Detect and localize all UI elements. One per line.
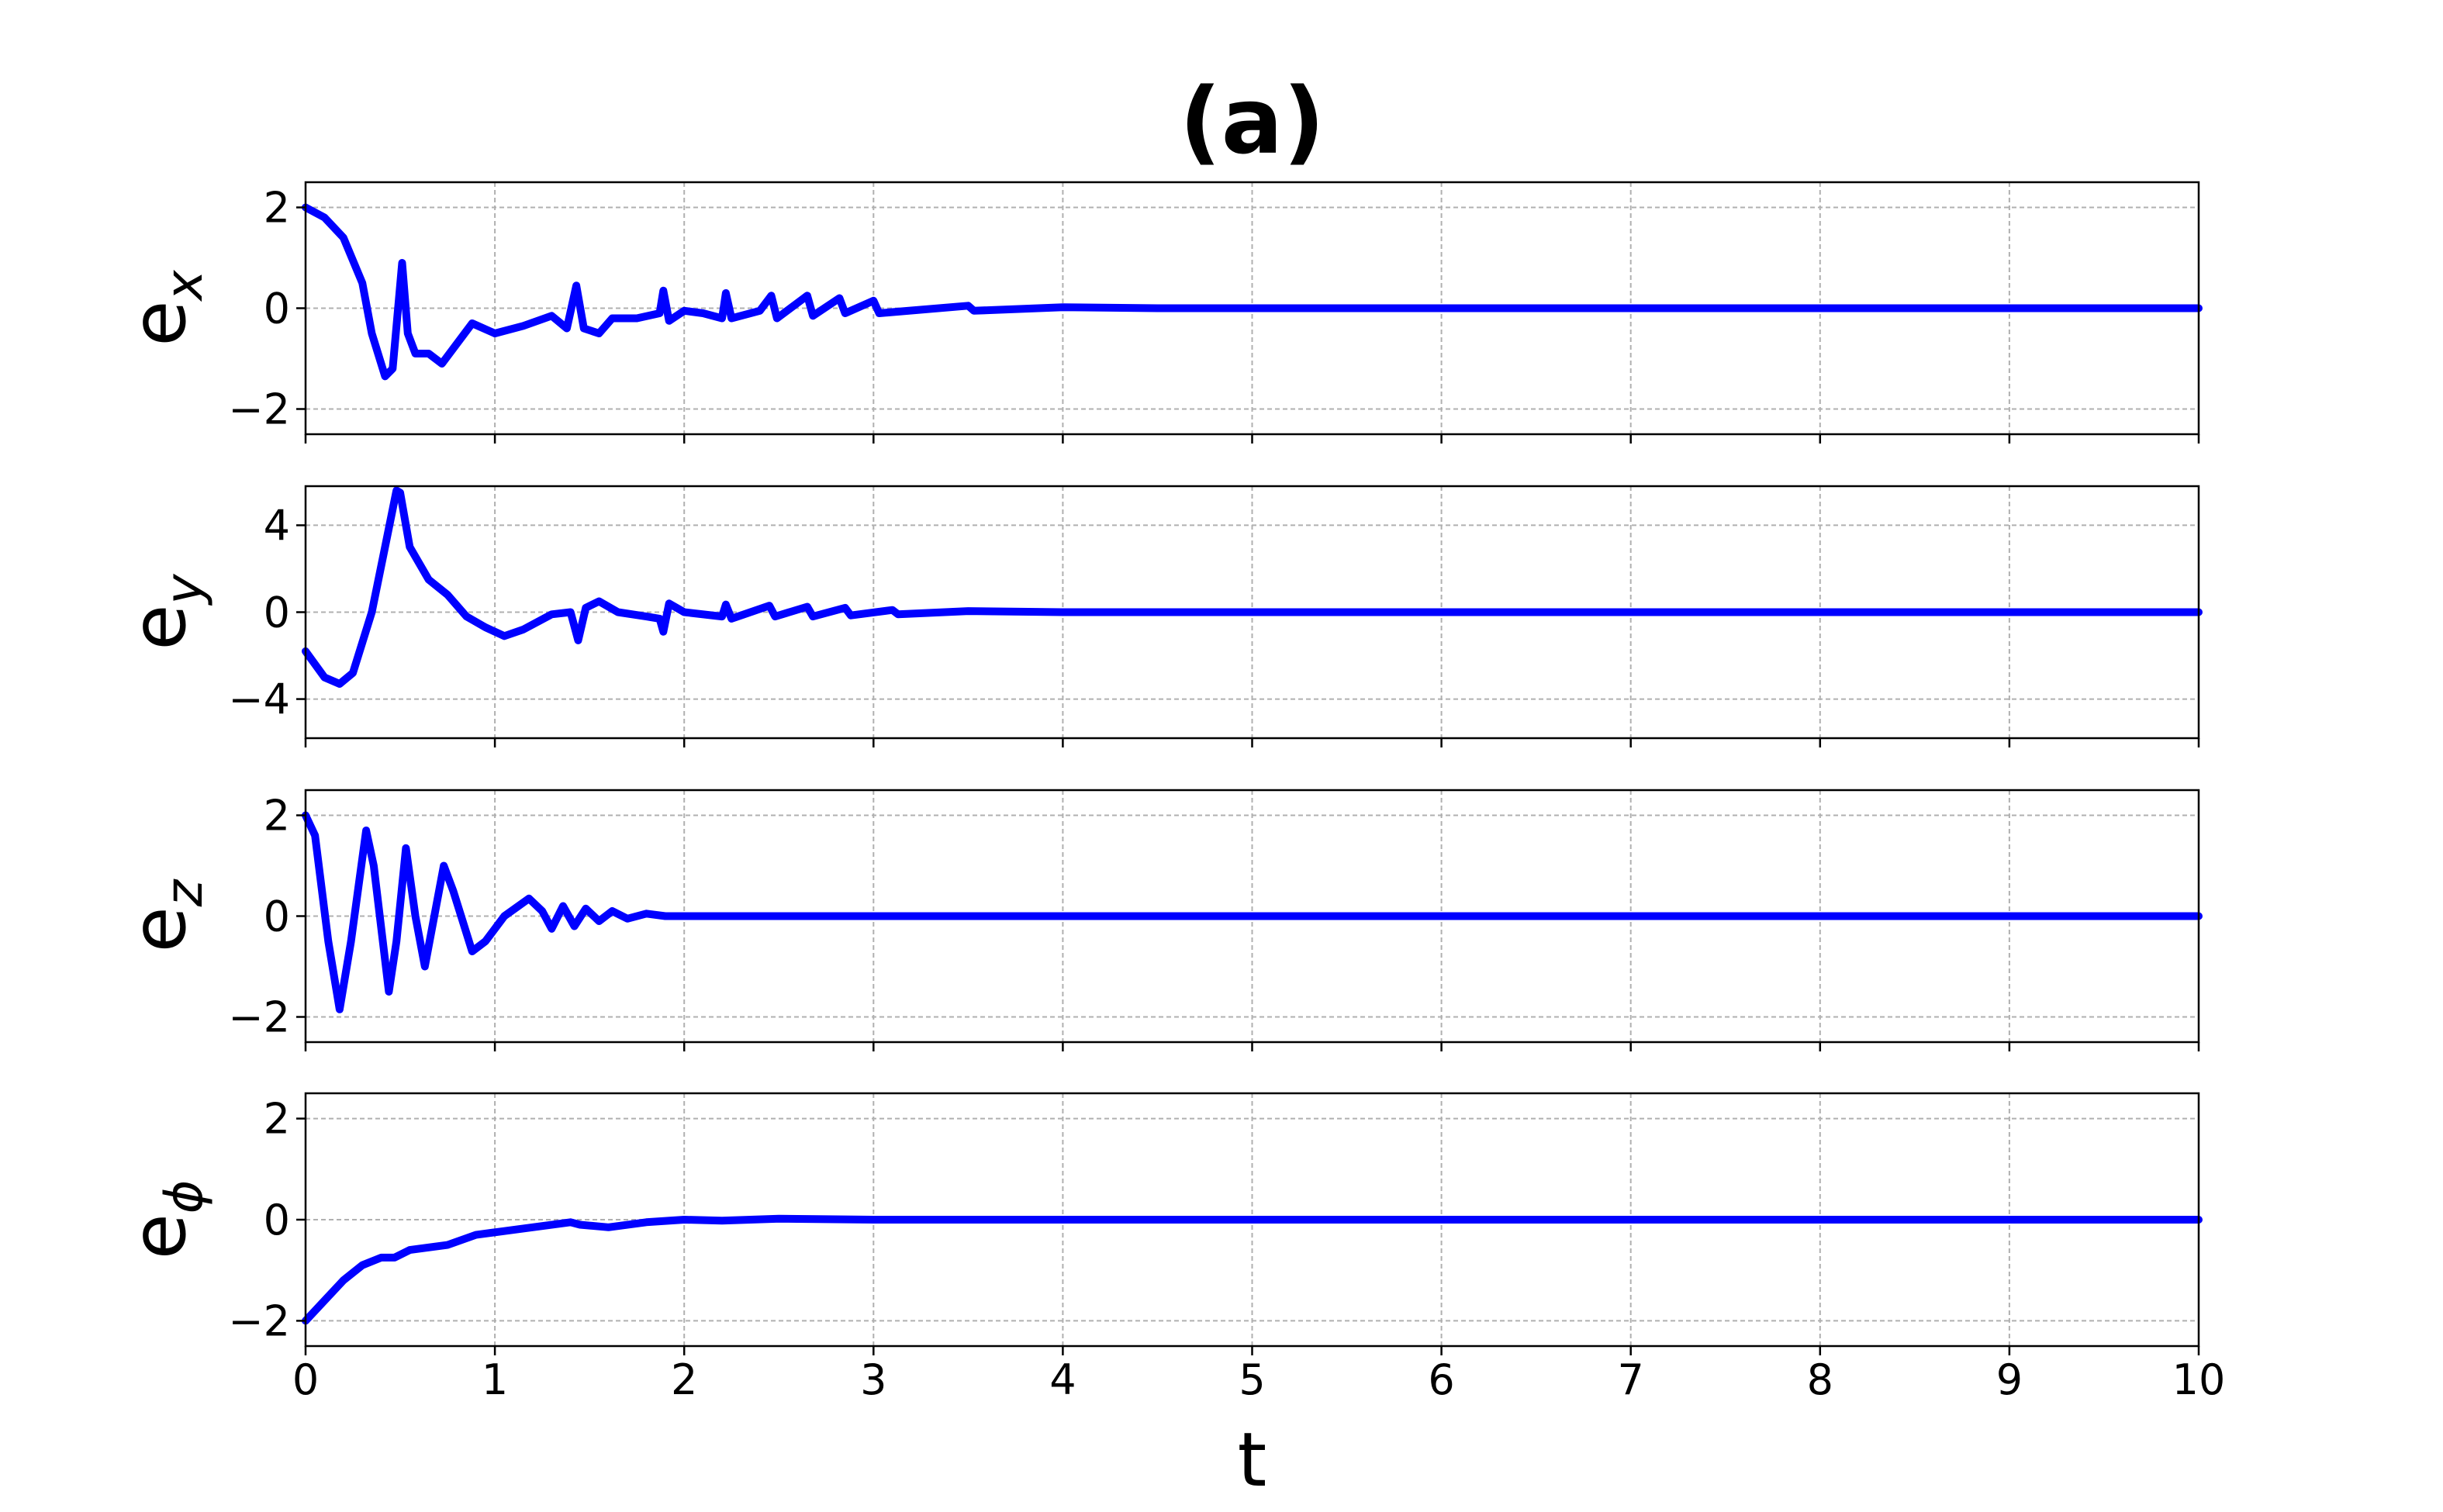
y-axis-label: ez: [116, 879, 214, 952]
y-tick-label: 0: [264, 892, 290, 941]
x-tick-label: 3: [860, 1355, 886, 1404]
y-axis-label-base: e: [116, 301, 202, 347]
y-axis-label-base: e: [116, 1213, 202, 1259]
x-tick-label: 4: [1049, 1355, 1076, 1404]
x-tick-label: 8: [1807, 1355, 1833, 1404]
y-tick-label: 4: [264, 501, 290, 550]
data-line: [302, 811, 2203, 1013]
x-tick-label: 7: [1618, 1355, 1644, 1404]
y-axis-label: eϕ: [116, 1180, 214, 1260]
y-tick-label: −2: [228, 1296, 290, 1345]
data-line: [302, 203, 2203, 381]
y-axis-label: ex: [116, 270, 214, 347]
x-tick-label: 1: [482, 1355, 508, 1404]
x-tick-label: 10: [2172, 1355, 2226, 1404]
y-tick-label: −2: [228, 993, 290, 1042]
y-axis-label-base: e: [116, 906, 202, 952]
y-tick-label: 0: [264, 285, 290, 333]
x-tick-label: 5: [1239, 1355, 1265, 1404]
y-tick-label: 2: [264, 792, 290, 841]
y-axis-label-subscript: y: [154, 574, 214, 606]
y-tick-label: 0: [264, 589, 290, 637]
x-tick-label: 9: [1996, 1355, 2023, 1404]
y-tick-label: 2: [264, 1095, 290, 1144]
y-axis-label: ey: [116, 574, 214, 651]
y-axis-label-subscript: ϕ: [154, 1180, 214, 1214]
y-tick-label: 0: [264, 1196, 290, 1244]
x-tick-label: 6: [1428, 1355, 1454, 1404]
y-axis-label-base: e: [116, 605, 202, 651]
y-tick-label: 2: [264, 184, 290, 233]
x-tick-label: 2: [671, 1355, 697, 1404]
y-axis-label-subscript: z: [154, 879, 214, 907]
y-tick-label: −4: [228, 675, 290, 724]
chart-title: (a): [1180, 67, 1325, 174]
data-line: [302, 486, 2203, 688]
y-axis-label-subscript: x: [154, 270, 214, 302]
y-tick-label: −2: [228, 385, 290, 434]
data-line: [302, 1214, 2203, 1325]
x-tick-label: 0: [292, 1355, 319, 1404]
x-axis-label: t: [1238, 1417, 1267, 1503]
